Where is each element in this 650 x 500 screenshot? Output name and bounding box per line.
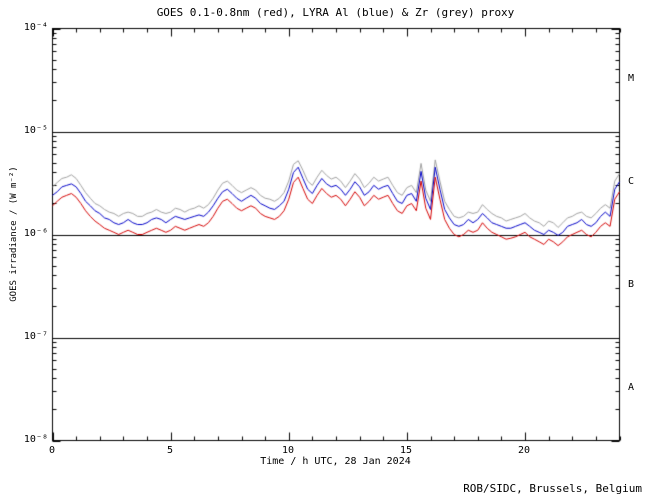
y-tick-label-1e-4: 10⁻⁴: [23, 22, 48, 33]
x-tick-label-10: 10: [281, 445, 295, 456]
x-axis-label: Time / h UTC, 28 Jan 2024: [260, 456, 411, 467]
y-tick-label-1e-8: 10⁻⁸: [23, 434, 48, 445]
flare-class-label-m: M: [628, 73, 635, 84]
chart-title: GOES 0.1-0.8nm (red), LYRA Al (blue) & Z…: [156, 6, 515, 19]
flare-class-label-a: A: [628, 382, 635, 393]
x-tick-label-15: 15: [399, 445, 413, 456]
x-tick-label-0: 0: [48, 445, 56, 456]
y-tick-label-1e-6: 10⁻⁶: [23, 228, 48, 239]
y-tick-label-1e-7: 10⁻⁷: [23, 331, 48, 342]
x-tick-label-5: 5: [166, 445, 174, 456]
credit-text: ROB/SIDC, Brussels, Belgium: [463, 482, 642, 495]
flare-class-label-c: C: [628, 176, 635, 187]
y-tick-label-1e-5: 10⁻⁵: [23, 125, 48, 136]
flare-class-label-b: B: [628, 279, 635, 290]
x-tick-label-20: 20: [517, 445, 531, 456]
